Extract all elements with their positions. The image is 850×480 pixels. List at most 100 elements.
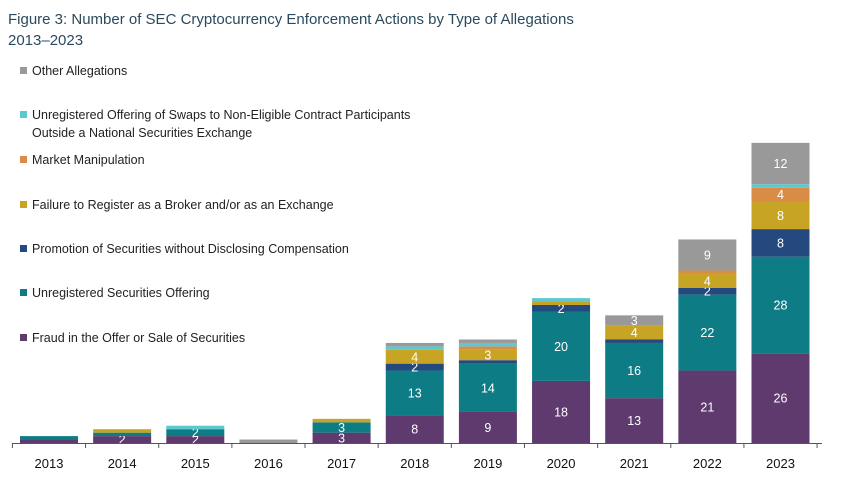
data-label-2022-series-2: 2 (704, 285, 711, 299)
bar-stack-2017: 33 (312, 418, 371, 445)
bar-segment-2020-series-1 (532, 311, 591, 381)
data-label-2019-series-3: 3 (484, 349, 491, 363)
x-tick-label-2018: 2018 (400, 456, 429, 471)
bar-segment-2018-series-6 (385, 342, 444, 347)
bar-segment-2022-series-2 (678, 287, 737, 295)
legend-label: Fraud in the Offer or Sale of Securities (32, 331, 246, 345)
bar-stack-2014: 2 (93, 429, 152, 447)
bar-segment-2018-series-1 (385, 370, 444, 416)
data-label-2021-series-0: 13 (627, 414, 641, 428)
x-tick-label-2020: 2020 (547, 456, 576, 471)
bar-segment-2023-series-5 (751, 184, 810, 188)
data-label-2019-series-0: 9 (484, 421, 491, 435)
data-label-2019-series-1: 14 (481, 381, 495, 395)
bar-segment-2018-series-2 (385, 363, 444, 371)
bar-segment-2020-series-5 (532, 298, 591, 302)
bar-segment-2022-series-3 (678, 273, 737, 288)
bar-segment-2023-series-2 (751, 229, 810, 257)
data-label-2022-series-1: 22 (700, 326, 714, 340)
legend-swatch (20, 201, 27, 208)
data-label-2020-series-2: 2 (558, 302, 565, 316)
bar-segment-2019-series-5 (458, 342, 517, 347)
legend-swatch (20, 334, 27, 341)
data-label-2017-series-0: 3 (338, 431, 345, 445)
bar-segment-2019-series-1 (458, 363, 517, 412)
legend-item: Fraud in the Offer or Sale of Securities (20, 329, 245, 347)
legend-item: Failure to Register as a Broker and/or a… (20, 196, 334, 214)
bar-stack-2016 (239, 439, 298, 443)
bar-segment-2013-series-0 (20, 439, 78, 443)
bar-segment-2014-series-0 (93, 436, 152, 443)
x-tick-label-2022: 2022 (693, 456, 722, 471)
data-label-2015-series-0: 2 (192, 433, 199, 447)
data-label-2023-series-4: 4 (777, 188, 784, 202)
data-label-2023-series-0: 26 (774, 392, 788, 406)
data-label-2017-series-1: 3 (338, 421, 345, 435)
bar-segment-2022-series-6 (678, 239, 737, 271)
bar-stack-2015: 22 (166, 425, 225, 447)
bar-segment-2014-series-3 (93, 429, 152, 433)
chart-title-block: Figure 3: Number of SEC Cryptocurrency E… (8, 9, 574, 51)
legend-label: Failure to Register as a Broker and/or a… (32, 198, 334, 212)
bar-segment-2023-series-0 (751, 353, 810, 443)
bar-segment-2017-series-1 (312, 422, 371, 433)
bar-segment-2018-series-0 (385, 415, 444, 443)
legend-item: Market Manipulation (20, 151, 145, 169)
legend-label-continued: Outside a National Securities Exchange (32, 126, 253, 140)
data-label-2014-series-0: 2 (119, 433, 126, 447)
data-label-2018-series-2: 2 (411, 361, 418, 375)
legend-swatch (20, 245, 27, 252)
legend-swatch (20, 111, 27, 118)
bar-segment-2022-series-1 (678, 294, 737, 371)
bar-stack-2023: 26 28 8 8 4 12 (751, 142, 810, 443)
data-label-2018-series-3: 4 (411, 350, 418, 364)
data-label-2020-series-1: 20 (554, 340, 568, 354)
x-tick-label-2019: 2019 (473, 456, 502, 471)
data-label-2023-series-2: 8 (777, 236, 784, 250)
data-label-2021-series-3: 4 (631, 326, 638, 340)
bar-segment-2021-series-2 (605, 339, 664, 343)
x-tick-label-2016: 2016 (254, 456, 283, 471)
data-label-2015-series-1: 2 (192, 426, 199, 440)
legend-item: Unregistered Offering of Swaps to Non-El… (20, 106, 410, 142)
legend-label: Unregistered Securities Offering (32, 286, 210, 300)
bar-stack-2019: 9 14 3 (458, 339, 517, 443)
bar-stack-2021: 13 16 43 (605, 314, 664, 443)
bar-stack-2013 (20, 436, 78, 443)
bar-stack-2018: 8 13 24 (385, 342, 444, 443)
bar-segment-2019-series-6 (458, 339, 517, 343)
data-label-2022-series-0: 21 (700, 400, 714, 414)
bar-segment-2021-series-1 (605, 342, 664, 399)
bar-segment-2020-series-3 (532, 301, 591, 305)
bar-segment-2020-series-2 (532, 305, 591, 312)
legend-swatch (20, 289, 27, 296)
legend-swatch (20, 156, 27, 163)
data-label-2018-series-0: 8 (411, 423, 418, 437)
bar-segment-2021-series-0 (605, 398, 664, 443)
data-label-2023-series-3: 8 (777, 209, 784, 223)
legend-label: Market Manipulation (32, 153, 145, 167)
bar-segment-2021-series-6 (605, 315, 664, 326)
bar-segment-2020-series-0 (532, 380, 591, 443)
bar-segment-2018-series-5 (385, 346, 444, 350)
bar-segment-2022-series-0 (678, 370, 737, 443)
bar-segment-2023-series-4 (751, 187, 810, 202)
bar-segment-2017-series-0 (312, 432, 371, 443)
data-label-2022-series-3: 4 (704, 274, 711, 288)
x-tick-label-2021: 2021 (620, 456, 649, 471)
bar-segment-2017-series-3 (312, 418, 371, 423)
x-tick-label-2013: 2013 (35, 456, 64, 471)
data-label-2021-series-1: 16 (627, 364, 641, 378)
bar-segment-2023-series-3 (751, 201, 810, 230)
chart-subtitle: 2013–2023 (8, 32, 84, 49)
bar-segment-2023-series-6 (751, 142, 810, 185)
legend-item: Promotion of Securities without Disclosi… (20, 240, 349, 258)
legend-item: Other Allegations (20, 62, 127, 80)
x-tick-label-2023: 2023 (766, 456, 795, 471)
data-label-2021-series-6: 3 (631, 314, 638, 328)
bar-segment-2015-series-1 (166, 429, 225, 437)
data-label-2023-series-1: 28 (774, 299, 788, 313)
bar-segment-2014-series-1 (93, 432, 152, 437)
